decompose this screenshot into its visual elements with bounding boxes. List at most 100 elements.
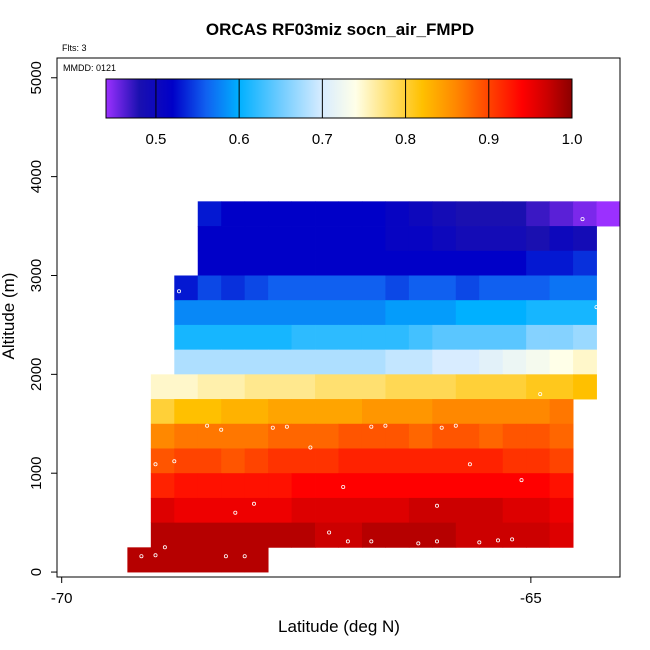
sample-point [327, 530, 332, 535]
heatmap-cell [197, 547, 222, 573]
heatmap-cell [596, 201, 621, 227]
y-tick-label: 0 [28, 568, 45, 576]
heatmap-cell [408, 374, 433, 400]
heatmap-cell [268, 250, 292, 276]
heatmap-cell [244, 201, 269, 227]
x-tick-label: -65 [520, 590, 542, 607]
heatmap-cell [408, 448, 433, 474]
heatmap-cell [197, 250, 222, 276]
heatmap-cell [221, 226, 246, 252]
colorbar-tick-label: 0.5 [145, 131, 166, 148]
heatmap-cell [502, 399, 527, 425]
heatmap-cell [549, 300, 574, 326]
colorbar-tick-label: 0.6 [229, 131, 250, 148]
heatmap-cell [315, 399, 339, 425]
heatmap-cell [268, 275, 292, 301]
sample-point [341, 484, 346, 489]
sample-point [251, 501, 256, 506]
heatmap-cell [432, 250, 457, 276]
heatmap-cell [455, 349, 480, 375]
heatmap-cell [338, 473, 363, 499]
heatmap-cell [573, 226, 597, 252]
heatmap-cell [455, 448, 480, 474]
heatmap-cell [361, 374, 386, 400]
heatmap-cell [502, 448, 527, 474]
heatmap-cell [361, 324, 386, 351]
heatmap-cell [385, 250, 410, 276]
heatmap-cell [315, 423, 339, 449]
heatmap-cell [432, 423, 457, 449]
heatmap-cell [479, 399, 504, 425]
heatmap-cell [432, 275, 457, 301]
heatmap-cell [174, 497, 199, 524]
sample-point [153, 462, 158, 467]
heatmap-cell [526, 448, 551, 474]
heatmap-cell [315, 275, 339, 301]
heatmap-cell [268, 423, 292, 449]
heatmap-cell [432, 226, 457, 252]
heatmap-cell [338, 522, 363, 548]
heatmap-cell [315, 324, 339, 351]
heatmap-cell [526, 250, 551, 276]
heatmap-cell [385, 448, 410, 474]
heatmap-cell [502, 275, 527, 301]
heatmap-cell [150, 374, 175, 400]
heatmap-cell [432, 473, 457, 499]
heatmap-cell [526, 226, 551, 252]
heatmap-cell [244, 522, 269, 548]
heatmap-cell [385, 201, 410, 227]
sample-point [519, 478, 524, 483]
heatmap-cell [268, 399, 292, 425]
heatmap-cell [479, 324, 504, 351]
sample-point [176, 289, 181, 294]
heatmap-cell [291, 423, 316, 449]
heatmap-cell [315, 300, 339, 326]
sample-point [308, 445, 313, 450]
heatmap-cell [174, 448, 199, 474]
heatmap-cell [150, 547, 175, 573]
heatmap-cell [526, 324, 551, 351]
heatmap-cell [479, 275, 504, 301]
heatmap-cell [221, 275, 246, 301]
colorbar-tick-label: 1.0 [562, 131, 583, 148]
heatmap-cell [315, 448, 339, 474]
heatmap-cell [197, 201, 222, 227]
heatmap-cell [432, 374, 457, 400]
sample-point [416, 541, 421, 546]
sample-point [434, 503, 439, 508]
heatmap-cell [526, 423, 551, 449]
heatmap-cell [315, 374, 339, 400]
heatmap-cell [244, 275, 269, 301]
heatmap-cell [385, 324, 410, 351]
heatmap-cell [197, 324, 222, 351]
colorbar-tick-label: 0.7 [312, 131, 333, 148]
heatmap-cell [197, 497, 222, 524]
heatmap-cell [408, 349, 433, 375]
heatmap-cell [455, 497, 480, 524]
heatmap-cell [408, 324, 433, 351]
heatmap-cell [268, 300, 292, 326]
heatmap-cell [291, 300, 316, 326]
heatmap-cell [479, 497, 504, 524]
heatmap-cell [221, 473, 246, 499]
heatmap-cell [385, 497, 410, 524]
heatmap-cell [361, 201, 386, 227]
heatmap-cell [502, 300, 527, 326]
y-tick-label: 5000 [28, 61, 45, 94]
colorbar-gradient [105, 78, 573, 119]
heatmap-cell [174, 275, 199, 301]
heatmap-cell [502, 374, 527, 400]
sample-point [162, 545, 167, 550]
sample-point [495, 538, 500, 543]
sample-point [538, 392, 543, 397]
heatmap-cell [221, 399, 246, 425]
heatmap-cell [221, 448, 246, 474]
heatmap-cell [244, 547, 269, 573]
heatmap-cell [385, 349, 410, 375]
heatmap-cell [385, 374, 410, 400]
heatmap-cell [221, 324, 246, 351]
x-tick-label: -70 [51, 590, 73, 607]
sample-point [144, 530, 149, 535]
heatmap-cell [479, 250, 504, 276]
date-note: MMDD: 0121 [63, 63, 116, 73]
